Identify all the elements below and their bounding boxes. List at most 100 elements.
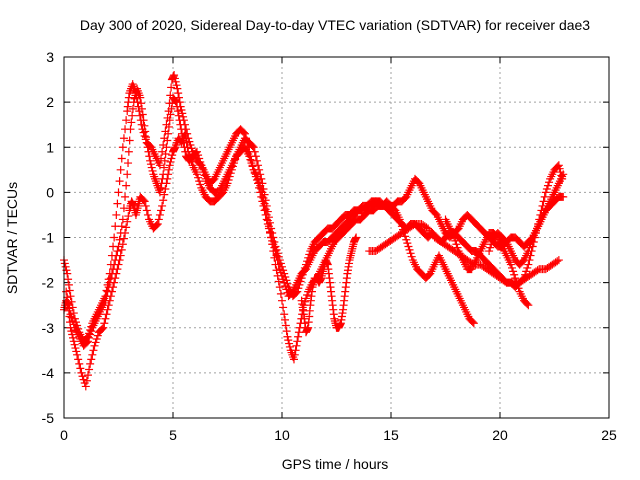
data-point-marker	[67, 297, 76, 306]
data-point-marker	[250, 169, 259, 178]
data-point-marker	[282, 327, 291, 336]
data-point-marker	[285, 342, 294, 351]
data-point-marker	[102, 292, 111, 301]
data-point-marker	[555, 164, 564, 173]
data-point-marker	[500, 277, 509, 286]
series-trace-d	[297, 233, 361, 337]
data-point-marker	[164, 122, 173, 131]
data-point-marker	[68, 333, 77, 342]
data-point-marker	[118, 215, 127, 224]
data-point-marker	[124, 159, 133, 168]
data-point-marker	[179, 112, 188, 121]
data-point-marker	[122, 116, 131, 125]
data-point-marker	[487, 240, 496, 249]
data-point-marker	[122, 223, 131, 232]
data-point-marker	[402, 235, 411, 244]
data-point-marker	[82, 338, 91, 347]
data-point-marker	[160, 163, 169, 172]
data-point-marker	[174, 111, 183, 120]
data-point-marker	[170, 71, 179, 80]
data-point-marker	[78, 372, 87, 381]
data-point-marker	[409, 221, 418, 230]
data-point-marker	[512, 277, 521, 286]
data-point-marker	[553, 257, 562, 266]
data-point-marker	[275, 283, 284, 292]
data-point-marker	[239, 128, 248, 137]
data-point-marker	[138, 110, 147, 119]
data-point-marker	[107, 269, 116, 278]
data-point-marker	[124, 147, 133, 156]
data-point-marker	[161, 150, 170, 159]
data-point-marker	[173, 84, 182, 93]
data-point-marker	[69, 309, 78, 318]
data-point-marker	[148, 166, 157, 175]
data-point-marker	[121, 192, 130, 201]
data-point-marker	[469, 319, 478, 328]
data-point-marker	[101, 296, 110, 305]
data-point-marker	[194, 151, 203, 160]
data-point-marker	[172, 81, 181, 90]
data-point-marker	[450, 233, 459, 242]
data-point-marker	[83, 337, 92, 346]
data-point-marker	[167, 104, 176, 113]
data-point-marker	[263, 219, 272, 228]
data-point-marker	[269, 240, 278, 249]
data-point-marker	[139, 128, 148, 137]
data-point-marker	[122, 181, 131, 190]
data-point-marker	[192, 170, 201, 179]
data-point-marker	[404, 242, 413, 251]
y-tick-label: -5	[42, 410, 55, 426]
data-point-marker	[81, 382, 90, 391]
data-point-marker	[279, 275, 288, 284]
data-point-marker	[506, 260, 515, 269]
data-point-marker	[142, 133, 151, 142]
data-point-marker	[171, 77, 180, 86]
data-point-marker	[260, 206, 269, 215]
data-point-marker	[143, 210, 152, 219]
data-point-marker	[83, 371, 92, 380]
data-point-marker	[175, 116, 184, 125]
data-point-marker	[179, 138, 188, 147]
y-tick-label: -3	[42, 320, 55, 336]
x-tick-label: 15	[383, 427, 399, 443]
data-point-marker	[196, 180, 205, 189]
data-point-marker	[155, 161, 164, 170]
data-point-marker	[165, 116, 174, 125]
y-tick-label: -4	[42, 365, 55, 381]
data-point-marker	[285, 339, 294, 348]
data-point-marker	[266, 228, 275, 237]
data-point-marker	[195, 154, 204, 163]
data-point-marker	[162, 143, 171, 152]
data-point-marker	[130, 94, 139, 103]
data-point-marker	[199, 168, 208, 177]
data-point-marker	[264, 224, 273, 233]
data-point-marker	[63, 269, 72, 278]
data-point-marker	[69, 337, 78, 346]
data-point-marker	[113, 247, 122, 256]
data-point-marker	[246, 155, 255, 164]
data-point-marker	[60, 259, 69, 268]
data-point-marker	[485, 247, 494, 256]
data-point-marker	[141, 201, 150, 210]
data-point-marker	[118, 143, 127, 152]
data-point-marker	[143, 143, 152, 152]
data-point-marker	[168, 151, 177, 160]
data-point-marker	[255, 183, 264, 192]
data-point-marker	[85, 365, 94, 374]
data-point-marker	[65, 304, 74, 313]
y-tick-label: 1	[46, 139, 54, 155]
data-point-marker	[554, 256, 563, 265]
data-point-marker	[245, 152, 254, 161]
data-point-marker	[61, 262, 70, 271]
data-point-marker	[279, 303, 288, 312]
data-point-marker	[542, 184, 551, 193]
data-point-marker	[352, 233, 361, 242]
data-point-marker	[104, 283, 113, 292]
data-point-marker	[146, 160, 155, 169]
data-point-marker	[524, 301, 533, 310]
data-point-marker	[142, 206, 151, 215]
data-point-marker	[258, 197, 267, 206]
data-point-marker	[137, 104, 146, 113]
data-point-marker	[272, 251, 281, 260]
data-point-marker	[124, 212, 133, 221]
